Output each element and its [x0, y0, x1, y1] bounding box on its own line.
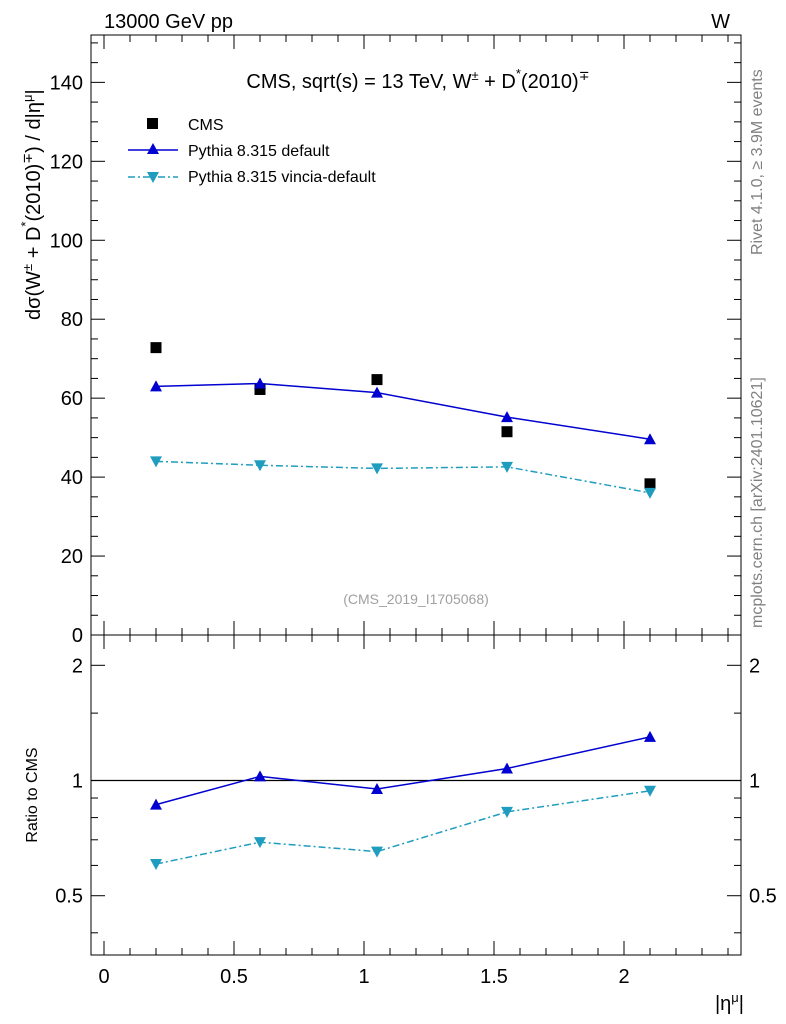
point-pythia-8-315-default [371, 386, 383, 398]
ratio-point-pythia-8-315-vincia-default [644, 785, 656, 797]
point-cms [254, 383, 266, 395]
legend-marker-pythia-vincia [147, 172, 159, 183]
ratio-xtick-label: 1 [358, 966, 369, 988]
legend-label-pythia-default: Pythia 8.315 default [188, 143, 330, 160]
point-cms [501, 426, 513, 438]
point-pythia-8-315-vincia-default [371, 463, 383, 475]
point-pythia-8-315-vincia-default [501, 461, 513, 473]
ratio-series-pythia-8-315-vincia-default [150, 785, 656, 871]
main-title: CMS, sqrt(s) = 13 TeV, W± + D*(2010)∓ [246, 66, 589, 93]
ylabel-w-charge: ± [20, 264, 35, 271]
ratio-xtick-label: 2 [618, 966, 629, 988]
xlabel-mu: μ [731, 990, 739, 1005]
mcplots-label: mcplots.cern.ch [arXiv:2401.10621] [749, 377, 766, 628]
ylabel-dsigma: dσ(W [23, 271, 45, 320]
ratio-panel-ticks: 0.5 0.5 1 1 2 2 0 0.5 1 1.5 2 [55, 635, 777, 988]
main-ytick-label: 120 [50, 151, 83, 173]
ratio-point-pythia-8-315-default [371, 783, 383, 795]
main-title-prefix: CMS, sqrt(s) = 13 TeV, W [246, 71, 471, 93]
main-ytick-label: 140 [50, 72, 83, 94]
ratio-xtick-label: 0.5 [220, 966, 248, 988]
main-title-star: * [516, 66, 521, 81]
legend-label-cms: CMS [188, 117, 224, 134]
ylabel-mass: (2010) [23, 164, 45, 222]
main-title-w-charge: ± [471, 68, 478, 83]
ylabel-mu: μ [20, 95, 35, 103]
ratio-point-pythia-8-315-default [254, 770, 266, 782]
series-pythia-8-315-vincia-default [150, 456, 656, 499]
point-cms [371, 374, 383, 386]
point-cms [150, 342, 162, 354]
ratio-xtick-label: 1.5 [480, 966, 508, 988]
ylabel-plus-d: + D [23, 227, 45, 264]
point-cms [644, 478, 656, 490]
main-title-d-charge: ∓ [579, 68, 590, 83]
ratio-ytick-label: 2 [72, 655, 83, 677]
point-pythia-8-315-default [150, 380, 162, 392]
main-ytick-label: 40 [61, 467, 83, 489]
point-pythia-8-315-default [644, 433, 656, 445]
ratio-series-pythia-8-315-default [150, 730, 656, 810]
legend-marker-cms [147, 118, 158, 129]
ratio-point-pythia-8-315-vincia-default [150, 859, 162, 871]
main-ytick-label: 20 [61, 546, 83, 568]
ratio-ytick-label-right: 0.5 [749, 886, 777, 908]
series-pythia-8-315-default [150, 377, 656, 445]
ylabel-star: * [18, 222, 33, 227]
main-y-axis-label: dσ(W± + D*(2010)∓) / d|ημ| [18, 89, 45, 320]
point-pythia-8-315-vincia-default [644, 487, 656, 499]
process-label: W [711, 11, 730, 33]
ratio-line-pythia-8-315-vincia-default [155, 790, 651, 865]
ratio-point-pythia-8-315-default [501, 762, 513, 774]
main-title-plus-d: + D [479, 71, 516, 93]
legend-label-pythia-vincia: Pythia 8.315 vincia-default [188, 169, 376, 186]
ratio-point-pythia-8-315-default [150, 798, 162, 810]
legend-marker-pythia-default [147, 143, 159, 154]
xlabel-base: |η [715, 993, 731, 1015]
point-pythia-8-315-vincia-default [150, 456, 162, 468]
ratio-point-pythia-8-315-vincia-default [501, 806, 513, 818]
ylabel-bar: | [23, 89, 45, 94]
analysis-watermark: (CMS_2019_I1705068) [343, 591, 489, 607]
main-title-mass: (2010) [521, 71, 579, 93]
energy-label: 13000 GeV pp [104, 11, 233, 33]
ratio-ytick-label-right: 1 [749, 771, 760, 793]
legend: CMS Pythia 8.315 default Pythia 8.315 vi… [128, 117, 376, 186]
main-data-layer [150, 342, 656, 499]
x-axis-label: |ημ| [715, 990, 744, 1015]
point-pythia-8-315-default [501, 411, 513, 423]
ratio-point-pythia-8-315-default [644, 730, 656, 742]
ylabel-d-charge: ∓ [20, 153, 35, 164]
main-panel-ticks: 0 20 40 60 80 100 120 140 [50, 35, 741, 647]
ratio-ytick-label: 1 [72, 771, 83, 793]
point-pythia-8-315-default [254, 377, 266, 389]
main-ytick-label: 80 [61, 309, 83, 331]
series-cms [150, 342, 656, 490]
ratio-xtick-label: 0 [98, 966, 109, 988]
point-pythia-8-315-vincia-default [254, 460, 266, 472]
ylabel-close: ) / d|η [23, 102, 45, 153]
xlabel-bar: | [739, 993, 744, 1015]
ratio-y-axis-label: Ratio to CMS [24, 747, 41, 842]
main-ytick-label: 0 [72, 625, 83, 647]
ratio-ytick-label: 0.5 [55, 886, 83, 908]
ratio-ytick-label-right: 2 [749, 655, 760, 677]
main-ytick-label: 60 [61, 388, 83, 410]
ratio-point-pythia-8-315-vincia-default [254, 837, 266, 849]
rivet-version-label: Rivet 4.1.0, ≥ 3.9M events [749, 69, 766, 255]
ratio-data-layer [91, 730, 741, 871]
ratio-point-pythia-8-315-vincia-default [371, 846, 383, 858]
main-ytick-label: 100 [50, 230, 83, 252]
